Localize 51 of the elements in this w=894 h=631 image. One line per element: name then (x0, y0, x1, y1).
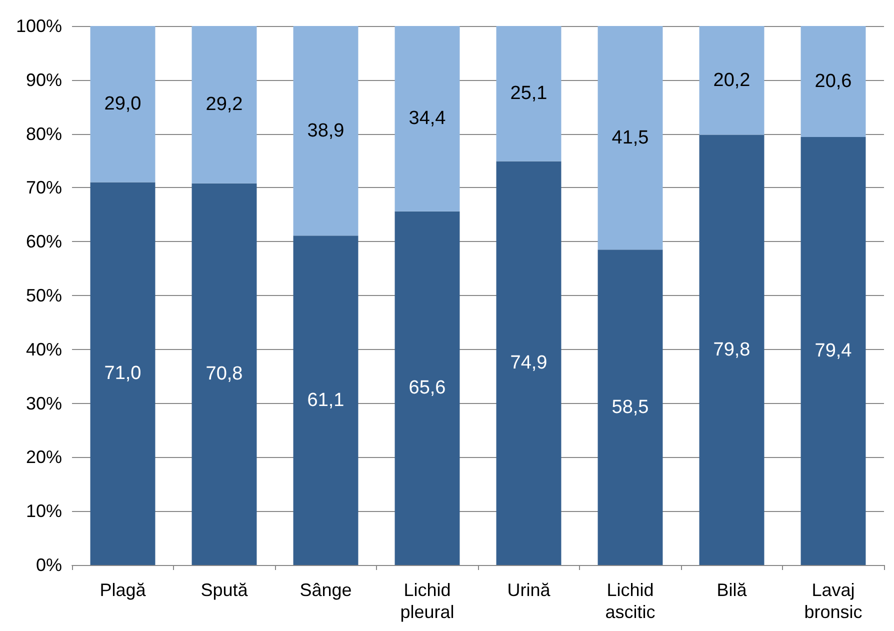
bar (800, 137, 866, 565)
y-tick-label: 60% (26, 232, 62, 252)
data-label: 58,5 (612, 396, 649, 418)
y-tick-label: 50% (26, 286, 62, 306)
data-label: 25,1 (510, 83, 548, 104)
data-label: 61,1 (307, 390, 344, 411)
y-tick-label: 90% (26, 70, 62, 90)
x-tick-label: Lichid ascitic (605, 580, 656, 622)
x-tick-label: Urină (507, 580, 552, 600)
bar (90, 26, 156, 182)
y-tick-label: 30% (26, 393, 62, 414)
x-tick-label: Spută (200, 580, 249, 600)
data-label: 29,0 (104, 94, 142, 115)
y-tick-label: 80% (26, 124, 62, 144)
data-label: 79,4 (814, 340, 852, 362)
data-label: 71,0 (104, 363, 142, 384)
y-tick-label: 20% (26, 447, 62, 468)
bar (699, 26, 764, 135)
y-tick-label: 40% (26, 339, 62, 360)
y-tick-label: 0% (36, 555, 62, 575)
bar (192, 183, 257, 565)
data-label: 41,5 (612, 127, 649, 148)
data-label: 34,4 (408, 108, 446, 130)
data-label: 70,8 (206, 364, 243, 385)
x-tick-label: Bilă (716, 580, 748, 600)
bar (293, 26, 358, 236)
data-label: 29,2 (206, 94, 243, 116)
bar (800, 26, 866, 138)
bar (192, 26, 257, 184)
x-tick-label: Sânge (300, 580, 352, 600)
bar (699, 134, 764, 565)
y-tick-label: 70% (26, 178, 62, 198)
x-tick-label: Plagă (100, 580, 147, 600)
data-label: 38,9 (307, 120, 344, 142)
x-tick-label: Lichid pleural (400, 580, 454, 622)
bar (394, 211, 460, 565)
bar (496, 26, 562, 162)
x-tick-label: Lavaj bronsic (804, 580, 862, 622)
bar (598, 250, 663, 565)
data-label: 20,6 (814, 71, 852, 92)
bar (496, 161, 562, 565)
bar (293, 236, 358, 565)
bar (90, 182, 156, 565)
data-label: 20,2 (713, 70, 750, 91)
y-tick-label: 10% (26, 501, 62, 522)
data-label: 65,6 (408, 378, 446, 399)
data-label: 74,9 (510, 352, 548, 374)
data-label: 79,8 (713, 339, 750, 360)
bar (598, 26, 663, 250)
bar (394, 26, 460, 212)
y-tick-label: 100% (16, 16, 62, 36)
